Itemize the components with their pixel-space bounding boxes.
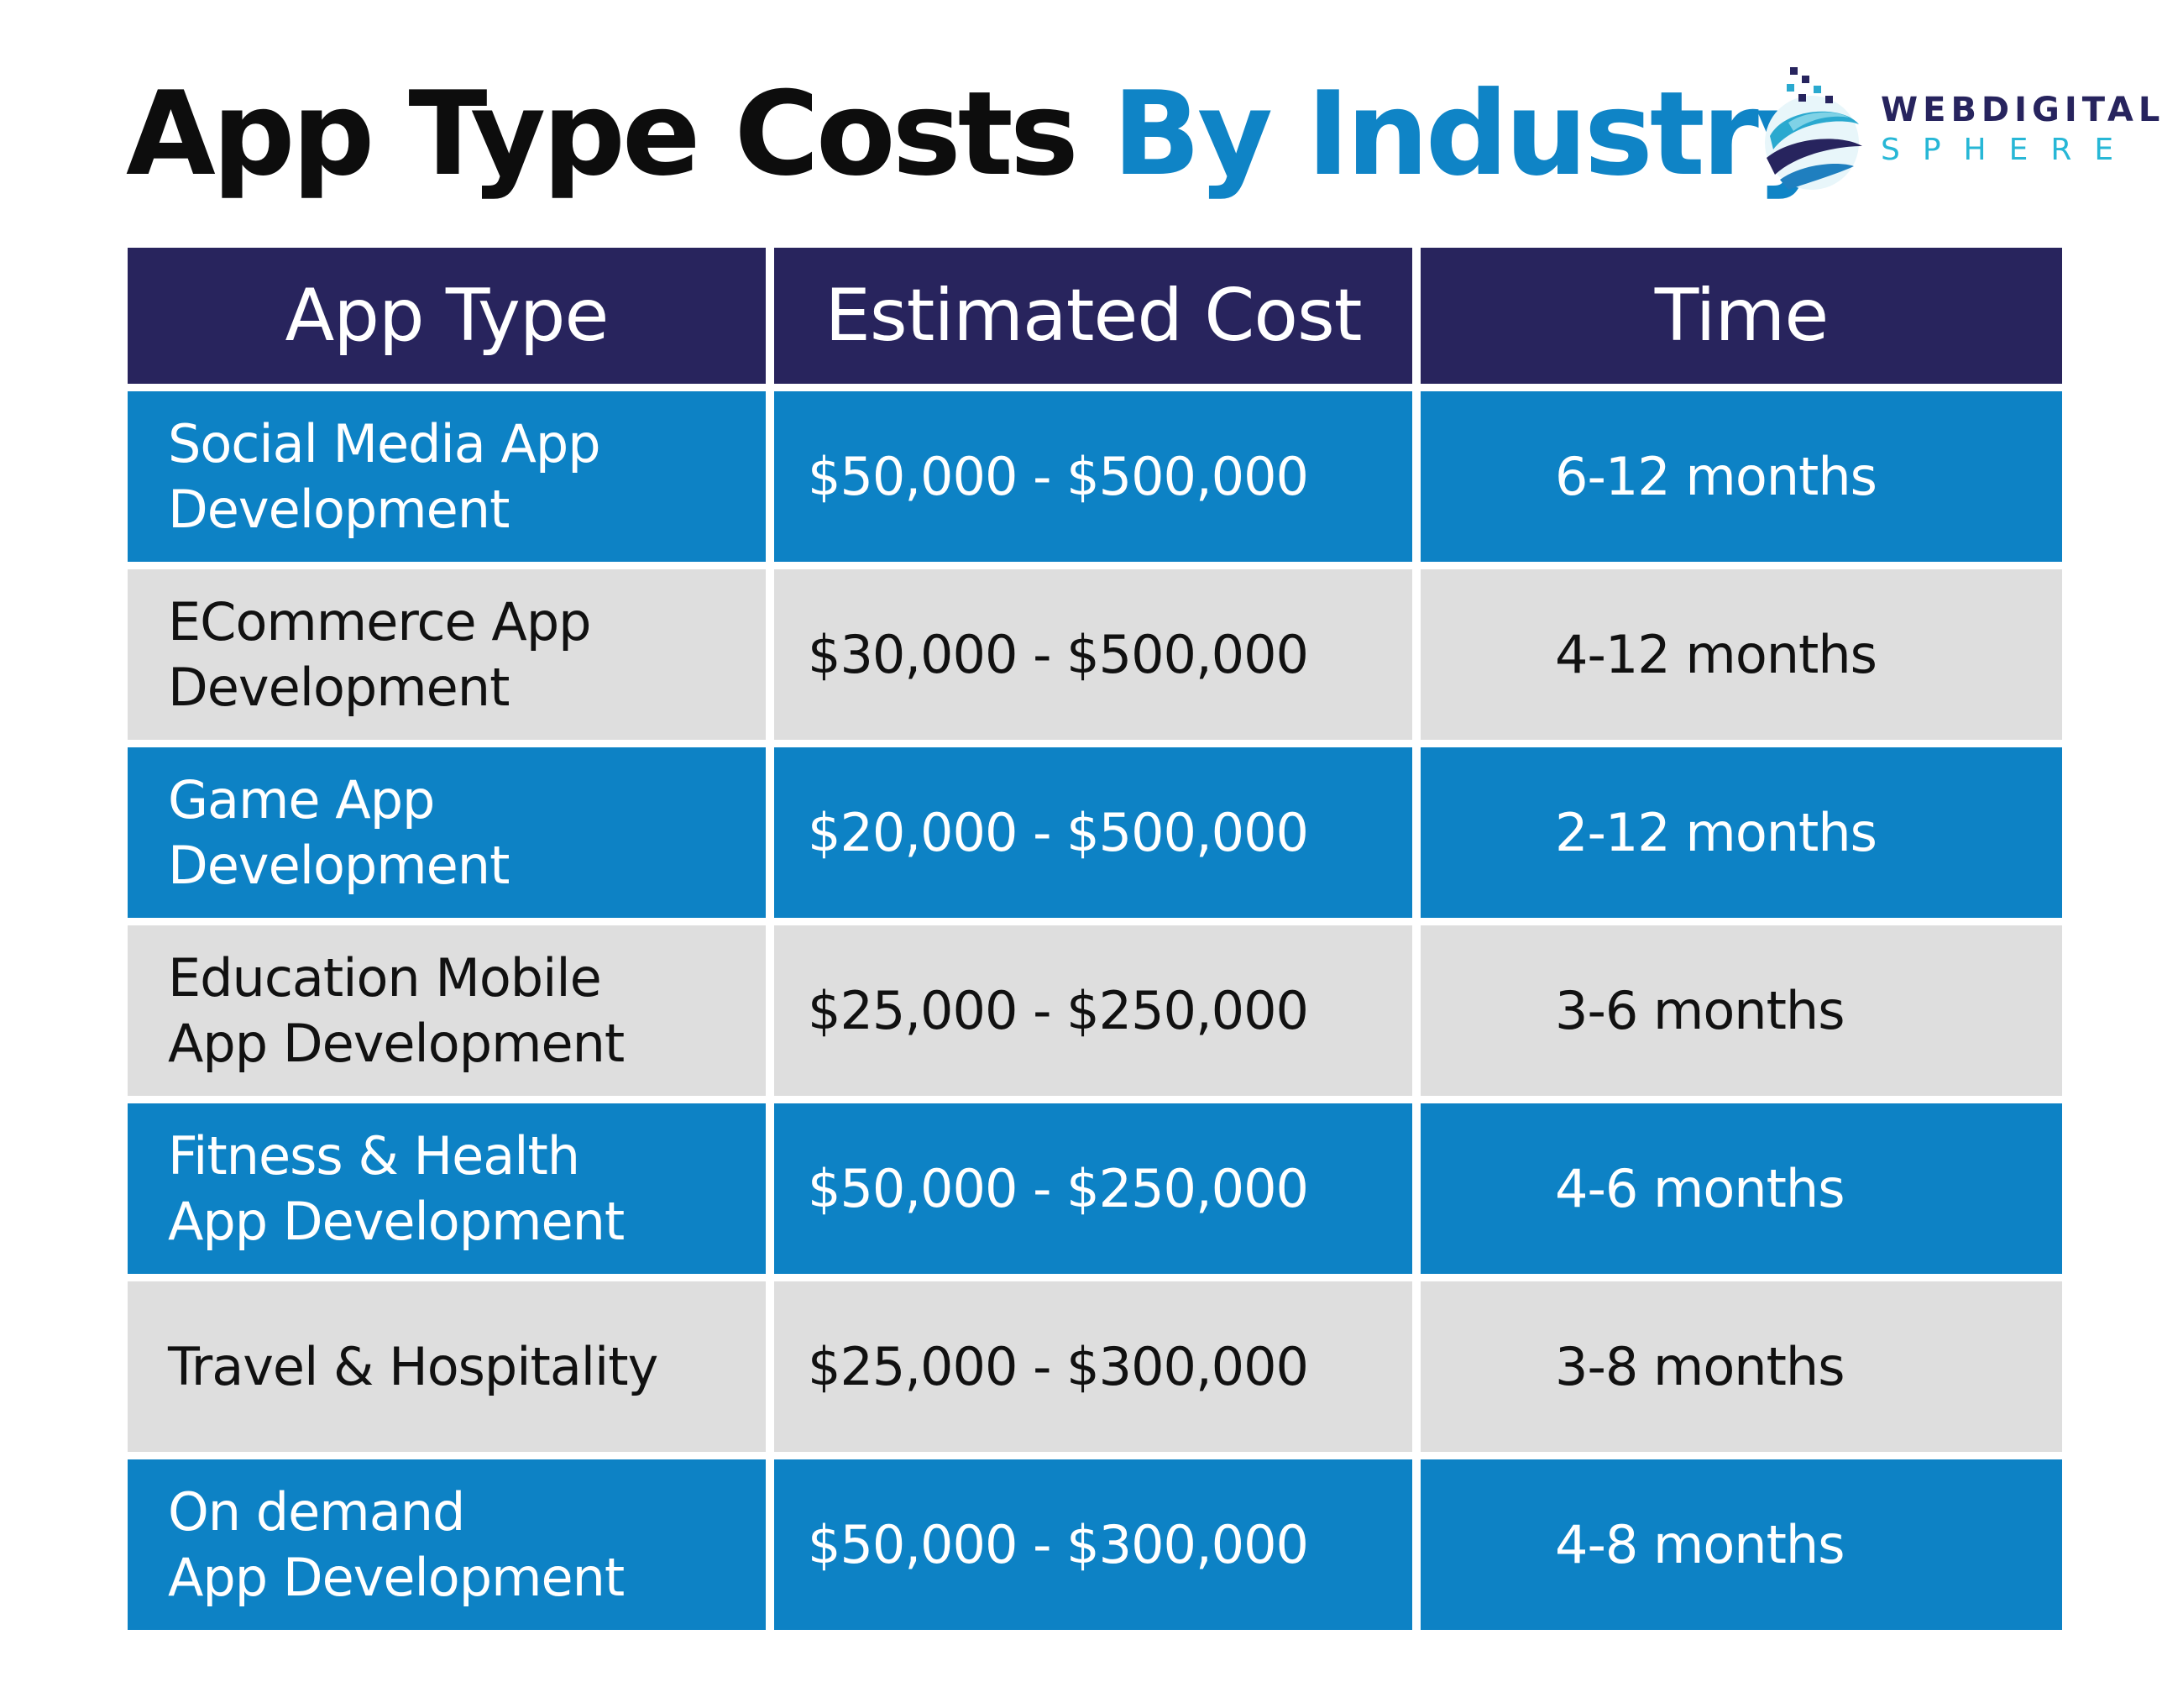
time-cell: 3-8 months xyxy=(1421,1281,2062,1452)
app-type-cell: Travel & Hospitality xyxy=(128,1281,766,1452)
time-cell: 4-6 months xyxy=(1421,1103,2062,1274)
cost-cell: $50,000 - $300,000 xyxy=(774,1459,1412,1630)
cost-cell: $30,000 - $500,000 xyxy=(774,569,1412,740)
app-type-line: Game App xyxy=(168,768,435,830)
app-type-cell: Fitness & Health App Development xyxy=(128,1103,766,1274)
time-cell: 4-12 months xyxy=(1421,569,2062,740)
title-main: App Type Costs xyxy=(126,66,1079,202)
app-type-line: Development xyxy=(168,834,510,896)
cost-cell: $20,000 - $500,000 xyxy=(774,747,1412,918)
app-type-cell: Social Media App Development xyxy=(128,391,766,562)
app-type-line: Social Media App xyxy=(168,412,601,474)
time-cell: 3-6 months xyxy=(1421,925,2062,1096)
logo-wordmark-bottom: SPHERE xyxy=(1881,133,2137,167)
app-type-line: Travel & Hospitality xyxy=(168,1335,658,1397)
app-type-line: Development xyxy=(168,478,510,540)
cost-cell: $25,000 - $250,000 xyxy=(774,925,1412,1096)
header-estimated-cost: Estimated Cost xyxy=(774,248,1412,384)
table-row: ECommerce App Development $30,000 - $500… xyxy=(128,569,2062,740)
app-type-line: Development xyxy=(168,656,510,718)
table-row: Education Mobile App Development $25,000… xyxy=(128,925,2062,1096)
app-type-line: Education Mobile xyxy=(168,946,602,1009)
app-type-line: Fitness & Health xyxy=(168,1124,580,1187)
time-cell: 2-12 months xyxy=(1421,747,2062,918)
cost-table: App Type Estimated Cost Time Social Medi… xyxy=(128,248,2062,1637)
title-accent: By Industry xyxy=(1112,66,1831,202)
table-row: On demand App Development $50,000 - $300… xyxy=(128,1459,2062,1630)
table-row: Travel & Hospitality $25,000 - $300,000 … xyxy=(128,1281,2062,1452)
cost-cell: $50,000 - $250,000 xyxy=(774,1103,1412,1274)
header-time: Time xyxy=(1421,248,2062,384)
table-row: Game App Development $20,000 - $500,000 … xyxy=(128,747,2062,918)
app-type-line: App Development xyxy=(168,1190,625,1252)
cost-cell: $25,000 - $300,000 xyxy=(774,1281,1412,1452)
app-type-cell: On demand App Development xyxy=(128,1459,766,1630)
app-type-line: ECommerce App xyxy=(168,590,592,652)
logo-wordmark-top: WEBDIGITAL xyxy=(1881,91,2165,129)
app-type-line: App Development xyxy=(168,1546,625,1608)
time-cell: 6-12 months xyxy=(1421,391,2062,562)
brand-logo: WEBDIGITAL SPHERE xyxy=(1755,59,2159,202)
table-row: Social Media App Development $50,000 - $… xyxy=(128,391,2062,562)
table-header-row: App Type Estimated Cost Time xyxy=(128,248,2062,384)
app-type-cell: Education Mobile App Development xyxy=(128,925,766,1096)
globe-swirl-icon xyxy=(1765,67,1862,190)
app-type-line: App Development xyxy=(168,1012,625,1074)
app-type-cell: ECommerce App Development xyxy=(128,569,766,740)
header-app-type: App Type xyxy=(128,248,766,384)
app-type-cell: Game App Development xyxy=(128,747,766,918)
time-cell: 4-8 months xyxy=(1421,1459,2062,1630)
table-row: Fitness & Health App Development $50,000… xyxy=(128,1103,2062,1274)
cost-cell: $50,000 - $500,000 xyxy=(774,391,1412,562)
app-type-line: On demand xyxy=(168,1480,465,1543)
page-title: App Type Costs By Industry xyxy=(126,50,1831,218)
